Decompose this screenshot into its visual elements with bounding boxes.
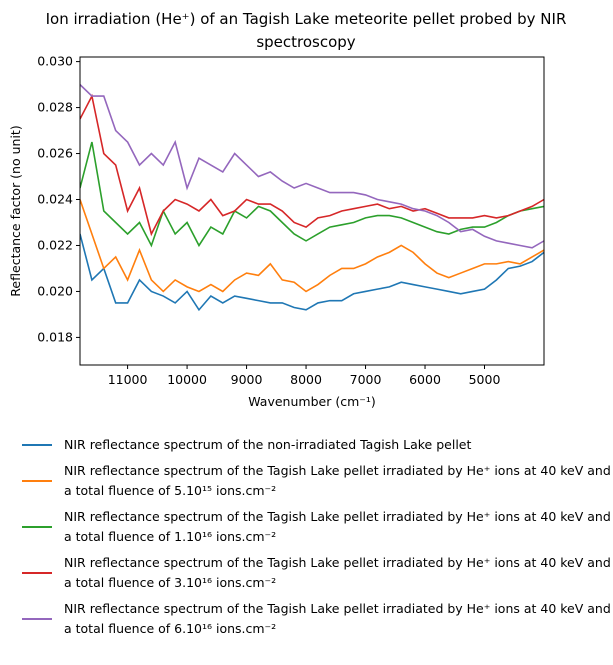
legend-entry: NIR reflectance spectrum of the Tagish L… [22, 599, 613, 639]
series-line [80, 84, 544, 249]
series-line [80, 199, 544, 293]
legend-entry: NIR reflectance spectrum of the non-irra… [22, 435, 613, 455]
chart-title: Ion irradiation (He⁺) of an Tagish Lake … [45, 10, 567, 51]
legend-entry: NIR reflectance spectrum of the Tagish L… [22, 553, 613, 593]
legend-label: NIR reflectance spectrum of the non-irra… [64, 437, 472, 452]
x-tick-label: 5000 [469, 372, 501, 387]
y-tick-label: 0.024 [37, 192, 73, 207]
x-tick-label: 7000 [350, 372, 382, 387]
series-line [80, 93, 544, 237]
y-tick-label: 0.022 [37, 237, 73, 252]
x-tick-label: 10000 [167, 372, 207, 387]
y-tick-label: 0.030 [37, 54, 73, 69]
chart: Wavenumber (cm⁻¹) Reflectance factor (no… [8, 54, 545, 409]
x-tick-label: 9000 [231, 372, 263, 387]
x-axis-label: Wavenumber (cm⁻¹) [248, 394, 375, 409]
legend-label: NIR reflectance spectrum of the Tagish L… [64, 463, 611, 498]
x-tick-label: 8000 [290, 372, 322, 387]
y-tick-label: 0.020 [37, 283, 73, 298]
legend-entry: NIR reflectance spectrum of the Tagish L… [22, 507, 613, 547]
legend-entry: NIR reflectance spectrum of the Tagish L… [22, 461, 613, 501]
y-axis-label: Reflectance factor (no unit) [8, 125, 23, 296]
legend-label: NIR reflectance spectrum of the Tagish L… [64, 509, 611, 544]
legend-swatch [22, 526, 52, 528]
y-tick-label: 0.026 [37, 146, 73, 161]
series-line [80, 141, 544, 248]
legend-swatch [22, 480, 52, 482]
legend-swatch [22, 572, 52, 574]
legend-label: NIR reflectance spectrum of the Tagish L… [64, 601, 611, 636]
legend: NIR reflectance spectrum of the non-irra… [22, 435, 613, 645]
y-tick-label: 0.028 [37, 100, 73, 115]
x-tick-label: 11000 [108, 372, 148, 387]
legend-label: NIR reflectance spectrum of the Tagish L… [64, 555, 611, 590]
series-line [80, 233, 544, 312]
x-tick-label: 6000 [409, 372, 441, 387]
legend-swatch [22, 444, 52, 446]
plot-frame [79, 56, 545, 366]
legend-swatch [22, 618, 52, 620]
y-tick-label: 0.018 [37, 329, 73, 344]
